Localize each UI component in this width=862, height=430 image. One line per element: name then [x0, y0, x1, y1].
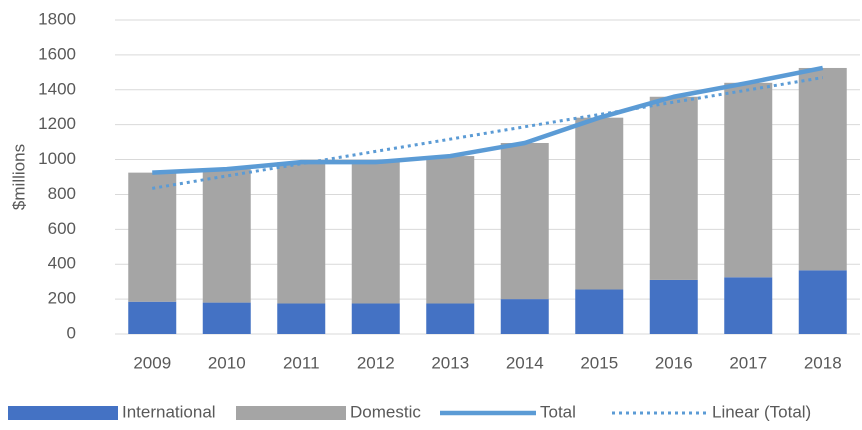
y-tick-label: 1800 [38, 9, 76, 28]
trend-line [152, 76, 823, 190]
bar [575, 117, 624, 290]
bar [798, 67, 847, 271]
y-tick-label: 1200 [38, 114, 76, 133]
bar [500, 299, 549, 334]
x-tick-label: 2009 [133, 353, 171, 372]
bar [724, 277, 773, 334]
bar [649, 96, 698, 280]
x-tick-label: 2015 [580, 353, 618, 372]
bar [426, 156, 475, 304]
x-tick-label: 2012 [357, 353, 395, 372]
bar [277, 162, 326, 304]
bar [724, 82, 773, 278]
bar [426, 303, 475, 334]
legend-swatch [8, 406, 118, 420]
legend-label: Linear (Total) [712, 402, 811, 421]
legend-label: Total [540, 402, 576, 421]
bar [575, 289, 624, 334]
x-tick-label: 2013 [431, 353, 469, 372]
bar [277, 303, 326, 334]
y-tick-label: 200 [48, 289, 76, 308]
x-tick-label: 2018 [804, 353, 842, 372]
bar [351, 162, 400, 304]
x-tick-label: 2014 [506, 353, 544, 372]
legend-swatch [236, 406, 346, 420]
x-tick-label: 2011 [283, 353, 320, 372]
y-tick-label: 600 [48, 219, 76, 238]
legend-label: International [122, 402, 216, 421]
bar [128, 172, 177, 302]
line [152, 65, 824, 175]
x-tick-label: 2017 [729, 353, 767, 372]
y-tick-label: 1600 [38, 44, 76, 63]
x-tick-label: 2016 [655, 353, 693, 372]
x-tick-label: 2010 [208, 353, 246, 372]
bar [500, 142, 549, 300]
bar [798, 270, 847, 334]
bar [202, 169, 251, 303]
y-tick-label: 800 [48, 184, 76, 203]
legend-label: Domestic [350, 402, 421, 421]
bar [351, 303, 400, 334]
y-axis-label: $millions [9, 144, 28, 210]
y-tick-label: 400 [48, 254, 76, 273]
y-tick-label: 1000 [38, 149, 76, 168]
y-tick-label: 0 [67, 323, 76, 342]
bar [128, 301, 177, 334]
bar [649, 279, 698, 334]
y-tick-label: 1400 [38, 79, 76, 98]
bar [202, 302, 251, 334]
